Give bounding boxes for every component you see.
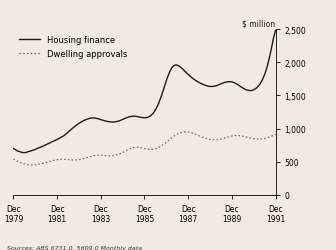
Text: $ million: $ million [242, 20, 276, 28]
Text: Sources: ABS 6731.0, 5609.0 Monthly data: Sources: ABS 6731.0, 5609.0 Monthly data [7, 245, 142, 250]
Legend: Housing finance, Dwelling approvals: Housing finance, Dwelling approvals [17, 34, 129, 60]
